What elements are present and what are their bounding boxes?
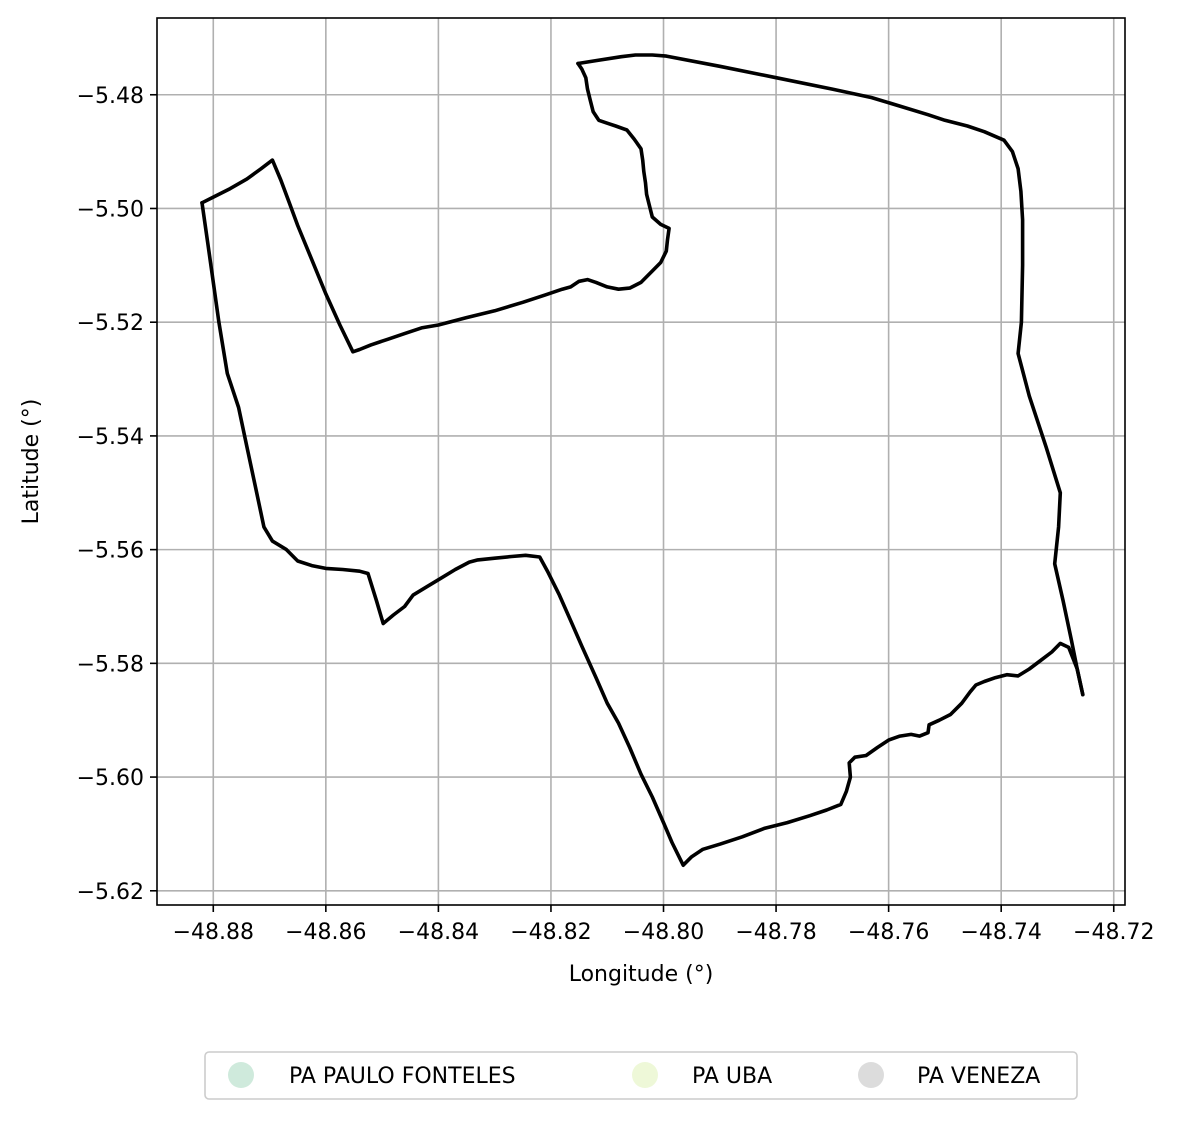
x-tick-label: −48.86: [285, 920, 366, 945]
legend-marker: [858, 1062, 884, 1088]
y-tick-label: −5.58: [77, 652, 144, 677]
legend-label: PA PAULO FONTELES: [289, 1064, 516, 1089]
y-tick-label: −5.54: [77, 425, 144, 450]
y-tick-label: −5.50: [77, 197, 144, 222]
y-axis-label: Latitude (°): [19, 399, 44, 525]
legend-marker: [632, 1062, 658, 1088]
plot-frame: [156, 17, 1126, 906]
boundary-pa-paulo-fonteles: [576, 53, 1085, 697]
x-tick-label: −48.76: [848, 920, 929, 945]
boundary-layer: [200, 53, 1085, 868]
legend-items: PA PAULO FONTELES PA UBA PA VENEZA: [228, 1062, 1040, 1089]
grid-lines: [157, 18, 1125, 905]
boundary-pa-veneza: [200, 201, 1085, 868]
legend-marker: [228, 1062, 254, 1088]
boundary-pa-uba: [200, 61, 671, 354]
y-tick-label: −5.56: [77, 539, 144, 564]
x-tick-label: −48.72: [1073, 920, 1154, 945]
x-tick-label: −48.74: [960, 920, 1041, 945]
y-tick-label: −5.62: [77, 880, 144, 905]
x-tick-label: −48.88: [173, 920, 254, 945]
legend-label: PA VENEZA: [917, 1064, 1040, 1089]
y-tick-label: −5.52: [77, 311, 144, 336]
x-tick-label: −48.80: [623, 920, 704, 945]
legend: PA PAULO FONTELES PA UBA PA VENEZA: [204, 1051, 1078, 1100]
x-tick-label: −48.82: [510, 920, 591, 945]
axis-ticks: −48.88 −48.86 −48.84 −48.82 −48.80 −48.78 −48.…: [77, 84, 1155, 945]
x-tick-label: −48.84: [398, 920, 479, 945]
y-tick-label: −5.48: [77, 84, 144, 109]
legend-label: PA UBA: [692, 1064, 772, 1089]
y-tick-label: −5.60: [77, 766, 144, 791]
x-tick-label: −48.78: [735, 920, 816, 945]
x-axis-label: Longitude (°): [569, 962, 714, 987]
